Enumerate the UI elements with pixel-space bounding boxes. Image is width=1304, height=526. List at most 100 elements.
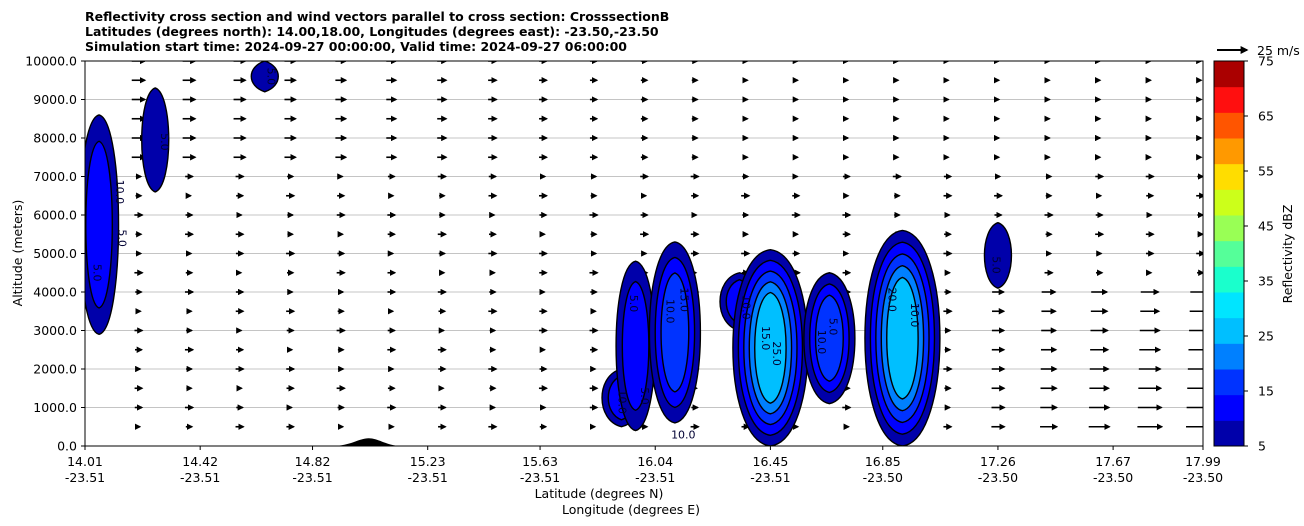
x-tick-label-longitude: -23.50: [1183, 470, 1223, 485]
x-tick-label-longitude: -23.50: [863, 470, 903, 485]
x-tick-label-longitude: -23.51: [408, 470, 448, 485]
contour-label: 15.0: [759, 326, 772, 351]
x-tick-label-longitude: -23.50: [1093, 470, 1133, 485]
y-tick-label: 2000.0: [33, 362, 77, 377]
contour-label: 10.0: [815, 330, 828, 355]
colorbar-tick-label: 5: [1258, 439, 1266, 454]
contour-labels: 5.010.05.05.05.010.0 5.05.0 10.0 15.010.010…: [90, 68, 1002, 442]
y-tick-label: 6000.0: [33, 208, 77, 223]
colorbar-tick-label: 15: [1258, 384, 1274, 399]
colorbar-tick-label: 55: [1258, 164, 1274, 179]
x-tick-label-latitude: 15.63: [522, 454, 558, 469]
colorbar-tick-label: 25: [1258, 329, 1274, 344]
contour-label: 5.0: [627, 295, 640, 313]
x-axis-label-latitude: Latitude (degrees N): [535, 486, 664, 501]
contour-label: 5.0: [989, 256, 1002, 274]
colorbar: 5 15 25 35 45 55 65 75: [1213, 54, 1274, 454]
x-tick-label-latitude: 14.01: [67, 454, 103, 469]
x-tick-label-latitude: 16.04: [637, 454, 673, 469]
x-tick-label-latitude: 17.67: [1095, 454, 1131, 469]
y-tick-label: 9000.0: [33, 92, 77, 107]
terrain: [332, 438, 403, 446]
colorbar-segment: [1214, 61, 1244, 88]
contour-label: 20.0: [885, 287, 898, 312]
reflectivity-contour: [814, 294, 844, 382]
x-tick-label-latitude: 15.23: [410, 454, 446, 469]
x-tick-label-latitude: 17.26: [980, 454, 1016, 469]
chart-title: Reflectivity cross section and wind vect…: [85, 9, 670, 24]
reflectivity-contours: [85, 61, 1013, 446]
x-tick-label-longitude: -23.50: [978, 470, 1018, 485]
x-axis-label-longitude: Longitude (degrees E): [562, 502, 700, 517]
reflectivity-contour: [141, 87, 170, 193]
y-tick-label: 10000.0: [25, 54, 77, 69]
colorbar-label: Reflectivity dBZ: [1280, 205, 1295, 304]
contour-label: 10.0: [616, 389, 629, 414]
y-tick-label: 1000.0: [33, 400, 77, 415]
contour-label: 10.0: [113, 180, 126, 205]
colorbar-segment: [1214, 163, 1244, 190]
chart-subtitle-coordinates: Latitudes (degrees north): 14.00,18.00, …: [85, 24, 659, 39]
contour-label: 5.0: [826, 318, 839, 336]
y-axis: 0.0 1000.0 2000.0 3000.0 4000.0 5000.0 6000.0 7…: [25, 54, 85, 454]
terrain-profile: [332, 438, 403, 446]
colorbar-segment: [1214, 420, 1244, 447]
y-tick-label: 7000.0: [33, 169, 77, 184]
reflectivity-contour: [85, 140, 114, 309]
colorbar-tick-label: 35: [1258, 274, 1274, 289]
contour-label: 10.0: [908, 303, 921, 328]
quiver-key-label: 25 m/s: [1257, 43, 1300, 58]
reflectivity-contour: [983, 221, 1013, 289]
reflectivity-contour: [660, 272, 690, 393]
colorbar-segment: [1214, 240, 1244, 267]
x-axis: 14.01-23.5114.42-23.5114.82-23.5115.23-2…: [65, 446, 1223, 485]
x-tick-label-latitude: 14.42: [182, 454, 218, 469]
colorbar-frame: [1213, 60, 1245, 447]
y-tick-label: 8000.0: [33, 131, 77, 146]
colorbar-tick-label: 65: [1258, 109, 1274, 124]
colorbar-tick-label: 75: [1258, 54, 1274, 69]
contour-label: 10.0: [671, 428, 696, 441]
contour-label: 5.0: [116, 229, 129, 247]
x-tick-label-longitude: -23.51: [292, 470, 332, 485]
x-tick-label-latitude: 17.99: [1185, 454, 1221, 469]
colorbar-segment: [1214, 215, 1244, 242]
colorbar-segment: [1214, 112, 1244, 139]
colorbar-segment: [1214, 138, 1244, 165]
x-tick-label-latitude: 16.45: [753, 454, 789, 469]
reflectivity-contour: [250, 61, 279, 93]
contour-label: 5.0: [158, 133, 171, 151]
x-tick-label-longitude: -23.51: [635, 470, 675, 485]
x-tick-label-latitude: 16.85: [865, 454, 901, 469]
x-tick-label-longitude: -23.51: [750, 470, 790, 485]
reflectivity-contour: [621, 280, 650, 412]
x-tick-label-longitude: -23.51: [520, 470, 560, 485]
quiver-key: 25 m/s: [1217, 43, 1300, 58]
y-tick-label: 4000.0: [33, 285, 77, 300]
y-tick-label: 5000.0: [33, 246, 77, 261]
chart-subtitle-times: Simulation start time: 2024-09-27 00:00:…: [85, 39, 627, 54]
reflectivity-contour: [886, 276, 919, 400]
colorbar-segment: [1214, 394, 1244, 421]
contour-label: 5.0: [638, 387, 651, 405]
colorbar-segment: [1214, 86, 1244, 113]
contour-label: 25.0: [770, 341, 783, 366]
colorbar-segment: [1214, 292, 1244, 319]
colorbar-segment: [1214, 189, 1244, 216]
title-block: Reflectivity cross section and wind vect…: [85, 9, 669, 54]
reflectivity-contour: [754, 291, 787, 404]
y-tick-label: 0.0: [57, 439, 77, 454]
colorbar-segment: [1214, 369, 1244, 396]
colorbar-segment: [1214, 266, 1244, 293]
y-axis-label: Altitude (meters): [10, 200, 25, 307]
colorbar-segment: [1214, 343, 1244, 370]
colorbar-tick-label: 45: [1258, 219, 1274, 234]
contour-label: 10.0: [739, 295, 752, 320]
contour-label: 5.0: [265, 68, 278, 86]
x-tick-label-latitude: 14.82: [295, 454, 331, 469]
contour-label: 5.0: [90, 264, 103, 282]
x-tick-label-longitude: -23.51: [65, 470, 105, 485]
x-tick-label-longitude: -23.51: [180, 470, 220, 485]
y-tick-label: 3000.0: [33, 323, 77, 338]
